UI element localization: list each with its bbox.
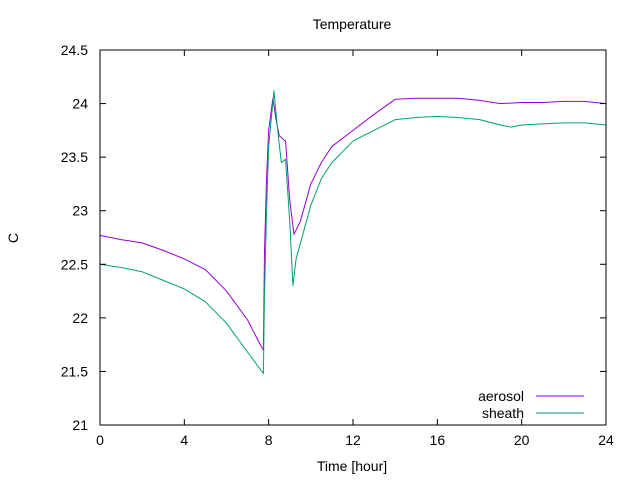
x-tick-label: 24 (598, 432, 614, 448)
y-tick-label: 21 (72, 417, 88, 433)
legend-label-sheath: sheath (482, 405, 524, 421)
y-tick-label: 22.5 (61, 256, 88, 272)
y-tick-label: 21.5 (61, 363, 88, 379)
y-axis-title: C (5, 233, 21, 243)
y-tick-label: 24.5 (61, 42, 88, 58)
x-tick-label: 0 (96, 432, 104, 448)
series-line-aerosol (99, 97, 607, 351)
y-tick-label: 24 (72, 96, 88, 112)
x-tick-label: 4 (180, 432, 188, 448)
x-tick-label: 8 (265, 432, 273, 448)
x-axis-title: Time [hour] (317, 458, 387, 474)
y-tick-label: 23 (72, 203, 88, 219)
series-line-sheath (99, 90, 607, 375)
legend-label-aerosol: aerosol (478, 388, 524, 404)
chart-title: Temperature (313, 16, 392, 32)
y-tick-label: 22 (72, 310, 88, 326)
x-tick-label: 16 (430, 432, 446, 448)
x-tick-label: 12 (345, 432, 361, 448)
x-tick-label: 20 (514, 432, 530, 448)
y-tick-label: 23.5 (61, 149, 88, 165)
series-layer (99, 90, 607, 375)
plot-frame (99, 49, 607, 426)
